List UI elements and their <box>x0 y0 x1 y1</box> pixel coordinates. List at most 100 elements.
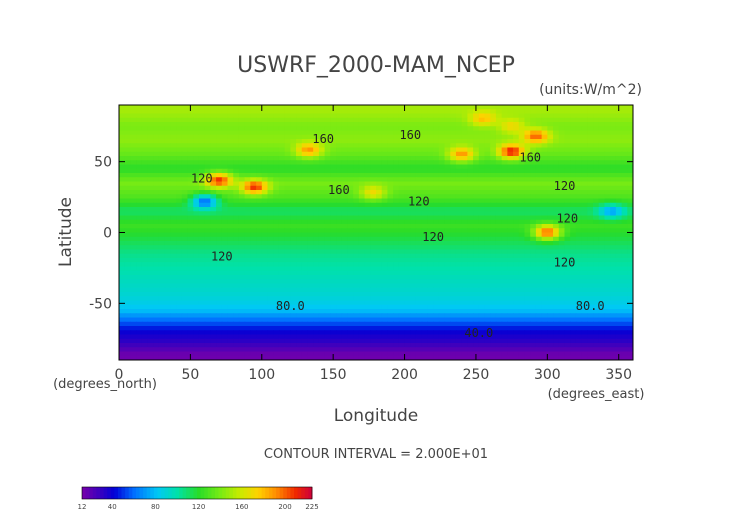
heatmap-cell <box>541 300 548 306</box>
heatmap-cell <box>558 207 566 212</box>
heatmap-cell <box>593 275 600 280</box>
heatmap-cell <box>164 109 171 115</box>
heatmap-cell <box>490 321 497 327</box>
heatmap-cell <box>330 334 337 340</box>
heatmap-cell <box>370 122 377 127</box>
heatmap-cell <box>518 113 526 119</box>
heatmap-cell <box>387 258 394 263</box>
heatmap-cell <box>513 198 520 204</box>
heatmap-cell <box>404 262 411 268</box>
heatmap-cell <box>507 109 514 115</box>
heatmap-cell <box>438 215 446 221</box>
heatmap-cell <box>204 266 211 272</box>
heatmap-cell <box>415 198 423 204</box>
heatmap-cell <box>301 326 309 331</box>
heatmap-cell <box>318 190 326 195</box>
heatmap-cell <box>410 105 417 110</box>
heatmap-cell <box>535 241 543 246</box>
heatmap-cell <box>478 313 486 319</box>
heatmap-cell <box>376 164 383 170</box>
heatmap-cell <box>204 134 211 140</box>
heatmap-cell <box>364 185 371 191</box>
heatmap-cell <box>393 279 400 285</box>
heatmap-cell <box>176 126 183 132</box>
heatmap-cell <box>256 168 263 174</box>
heatmap-cell <box>484 130 491 136</box>
heatmap-cell <box>547 292 554 297</box>
heatmap-cell <box>610 168 617 174</box>
heatmap-cell <box>296 262 303 268</box>
heatmap-cell <box>210 185 217 191</box>
heatmap-cell <box>410 296 417 302</box>
heatmap-cell <box>273 228 280 234</box>
heatmap-cell <box>221 194 229 200</box>
heatmap-cell <box>524 270 531 276</box>
heatmap-cell <box>181 236 189 242</box>
heatmap-cell <box>216 241 223 246</box>
heatmap-cell <box>604 249 611 255</box>
heatmap-cell <box>547 134 554 140</box>
heatmap-cell <box>313 168 320 174</box>
heatmap-cell <box>324 283 331 289</box>
heatmap-cell <box>267 241 274 246</box>
heatmap-cell <box>467 156 474 161</box>
heatmap-cell <box>273 334 280 340</box>
heatmap-cell <box>164 139 171 144</box>
heatmap-cell <box>216 236 223 242</box>
heatmap-cell <box>484 326 491 331</box>
heatmap-cell <box>376 147 383 153</box>
heatmap-cell <box>558 143 566 149</box>
heatmap-cell <box>176 160 183 166</box>
heatmap-cell <box>376 156 383 161</box>
heatmap-cell <box>204 309 211 314</box>
heatmap-cell <box>570 304 577 310</box>
heatmap-cell <box>541 122 548 127</box>
heatmap-cell <box>541 190 548 195</box>
heatmap-cell <box>450 181 457 187</box>
heatmap-cell <box>427 207 434 212</box>
heatmap-cell <box>530 266 537 272</box>
heatmap-cell <box>353 185 360 191</box>
heatmap-cell <box>147 309 154 314</box>
heatmap-cell <box>238 207 246 212</box>
heatmap-cell <box>187 113 194 119</box>
heatmap-cell <box>233 143 240 149</box>
heatmap-cell <box>501 130 508 136</box>
heatmap-cell <box>421 275 428 280</box>
heatmap-cell <box>410 258 417 263</box>
heatmap-cell <box>256 262 263 268</box>
heatmap-cell <box>170 160 177 166</box>
heatmap-cell <box>455 134 463 140</box>
heatmap-cell <box>387 117 394 123</box>
heatmap-cell <box>598 309 606 314</box>
heatmap-cell <box>438 105 446 110</box>
heatmap-cell <box>278 258 286 263</box>
heatmap-cell <box>318 287 326 293</box>
heatmap-cell <box>524 126 531 132</box>
heatmap-cell <box>296 164 303 170</box>
heatmap-cell <box>376 105 383 110</box>
heatmap-cell <box>627 219 633 225</box>
heatmap-cell <box>216 224 223 229</box>
heatmap-cell <box>124 258 132 263</box>
heatmap-cell <box>250 190 257 195</box>
heatmap-cell <box>187 160 194 166</box>
heatmap-cell <box>553 326 560 331</box>
heatmap-cell <box>307 134 314 140</box>
heatmap-cell <box>296 207 303 212</box>
heatmap-cell <box>130 283 137 289</box>
heatmap-cell <box>415 202 423 208</box>
heatmap-cell <box>198 219 206 225</box>
heatmap-cell <box>330 279 337 285</box>
heatmap-cell <box>495 304 503 310</box>
heatmap-cell <box>575 143 583 149</box>
heatmap-cell <box>341 173 349 178</box>
heatmap-cell <box>204 185 211 191</box>
heatmap-cell <box>501 185 508 191</box>
heatmap-cell <box>501 253 508 259</box>
heatmap-cell <box>164 258 171 263</box>
heatmap-cell <box>421 279 428 285</box>
heatmap-cell <box>473 126 480 132</box>
heatmap-cell <box>541 202 548 208</box>
heatmap-cell <box>467 143 474 149</box>
